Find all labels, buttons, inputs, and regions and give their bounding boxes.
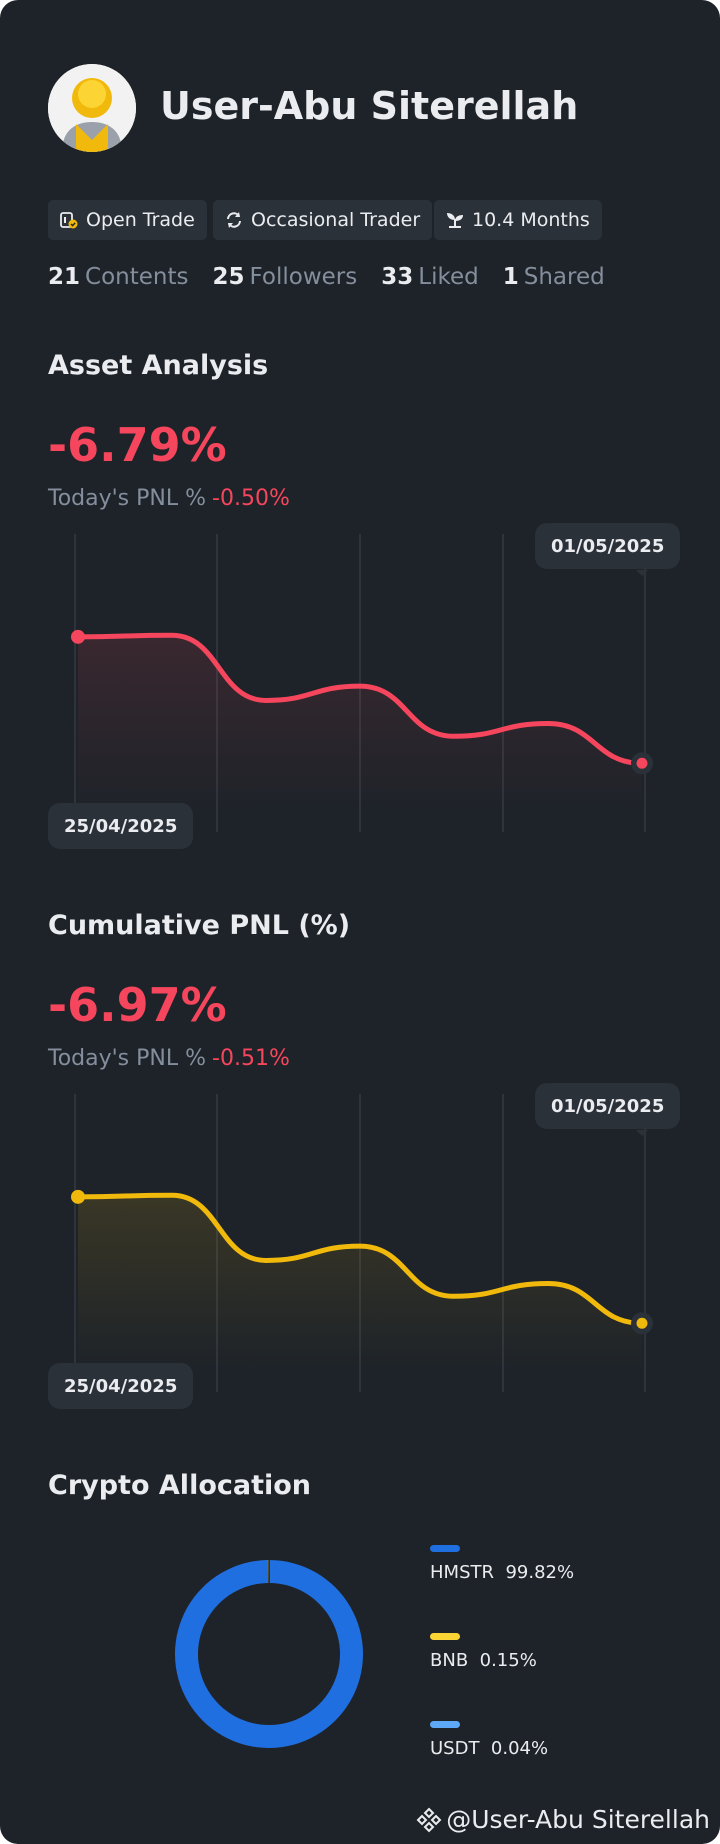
legend-swatch-usdt — [430, 1721, 460, 1728]
crypto-allocation-title: Crypto Allocation — [48, 1470, 312, 1501]
legend-item-bnb: BNB 0.15% — [430, 1650, 537, 1671]
tag-label: 10.4 Months — [472, 209, 590, 231]
today-pnl-value: -0.50% — [212, 486, 290, 511]
today-pnl-label: Today's PNL % — [48, 486, 207, 511]
legend-item-usdt: USDT 0.04% — [430, 1738, 548, 1759]
start-point — [71, 1189, 85, 1204]
legend-swatch-bnb — [430, 1633, 460, 1640]
chart-end-date: 01/05/2025 — [535, 1083, 681, 1129]
cumulative-pnl-chart[interactable] — [48, 1080, 672, 1400]
stat-liked[interactable]: 33 Liked — [381, 264, 478, 290]
start-point — [71, 629, 85, 644]
tag-label: Occasional Trader — [251, 209, 421, 231]
asset-analysis-chart[interactable] — [48, 520, 672, 840]
stat-value: 1 — [502, 264, 519, 290]
stats-row: 21 Contents 25 Followers 33 Liked 1 Shar… — [48, 264, 629, 290]
tag-label: Open Trade — [86, 209, 195, 231]
stat-value: 25 — [212, 264, 245, 290]
legend-item-hmstr: HMSTR 99.82% — [430, 1562, 574, 1583]
allocation-donut-chart[interactable] — [154, 1539, 384, 1769]
legend-swatch-hmstr — [430, 1545, 460, 1552]
cumulative-pnl-today: Today's PNL % -0.51% — [48, 1046, 290, 1071]
today-pnl-label: Today's PNL % — [48, 1046, 207, 1071]
legend-name: HMSTR — [430, 1562, 494, 1583]
line-area-fill — [78, 635, 642, 810]
stat-shared[interactable]: 1 Shared — [503, 264, 605, 290]
stat-contents[interactable]: 21 Contents — [48, 264, 188, 290]
tooltip-pointer — [636, 1130, 648, 1136]
chart-start-date: 25/04/2025 — [48, 1363, 194, 1409]
line-chart-svg — [71, 1094, 653, 1392]
chart-start-date: 25/04/2025 — [48, 803, 194, 849]
avatar[interactable] — [48, 64, 136, 152]
watermark-text: @User-Abu Siterellah — [446, 1805, 710, 1834]
avatar-icon — [48, 64, 136, 152]
sprout-icon — [447, 213, 463, 228]
legend-name: USDT — [430, 1738, 480, 1759]
tooltip-pointer — [636, 570, 648, 576]
asset-analysis-value: -6.79% — [48, 418, 227, 472]
donut-svg — [174, 1560, 363, 1748]
series-line — [75, 632, 645, 766]
cumulative-pnl-title: Cumulative PNL (%) — [48, 910, 351, 941]
stat-value: 33 — [381, 264, 414, 290]
username: User-Abu Siterellah — [160, 84, 579, 128]
legend-percent: 0.15% — [479, 1650, 537, 1671]
stat-followers[interactable]: 25 Followers — [212, 264, 357, 290]
cumulative-pnl-value: -6.97% — [48, 978, 227, 1032]
refresh-icon — [227, 212, 241, 228]
stat-label: Shared — [523, 264, 605, 290]
chart-end-date: 01/05/2025 — [535, 523, 681, 569]
tag-open-trade[interactable]: Open Trade — [48, 200, 207, 240]
end-point — [636, 1317, 648, 1329]
line-chart-svg — [71, 534, 653, 832]
binance-logo-icon — [416, 1807, 442, 1832]
footer-watermark: @User-Abu Siterellah — [416, 1805, 710, 1834]
stat-label: Liked — [418, 264, 479, 290]
stat-label: Followers — [249, 264, 358, 290]
today-pnl-value: -0.51% — [212, 1046, 290, 1071]
open-trade-icon — [60, 212, 78, 229]
line-area-fill — [78, 1195, 642, 1370]
end-point — [636, 757, 648, 769]
series-line — [75, 1192, 645, 1326]
legend-percent: 0.04% — [490, 1738, 549, 1759]
stat-value: 21 — [48, 264, 81, 290]
tag-months[interactable]: 10.4 Months — [434, 200, 602, 240]
legend-name: BNB — [430, 1650, 469, 1671]
stat-label: Contents — [85, 264, 189, 290]
asset-analysis-title: Asset Analysis — [48, 350, 269, 381]
tag-occasional-trader[interactable]: Occasional Trader — [213, 200, 433, 240]
legend-percent: 99.82% — [505, 1562, 575, 1583]
asset-analysis-today: Today's PNL % -0.50% — [48, 486, 290, 511]
donut-slice-hmstr[interactable] — [174, 1560, 363, 1748]
